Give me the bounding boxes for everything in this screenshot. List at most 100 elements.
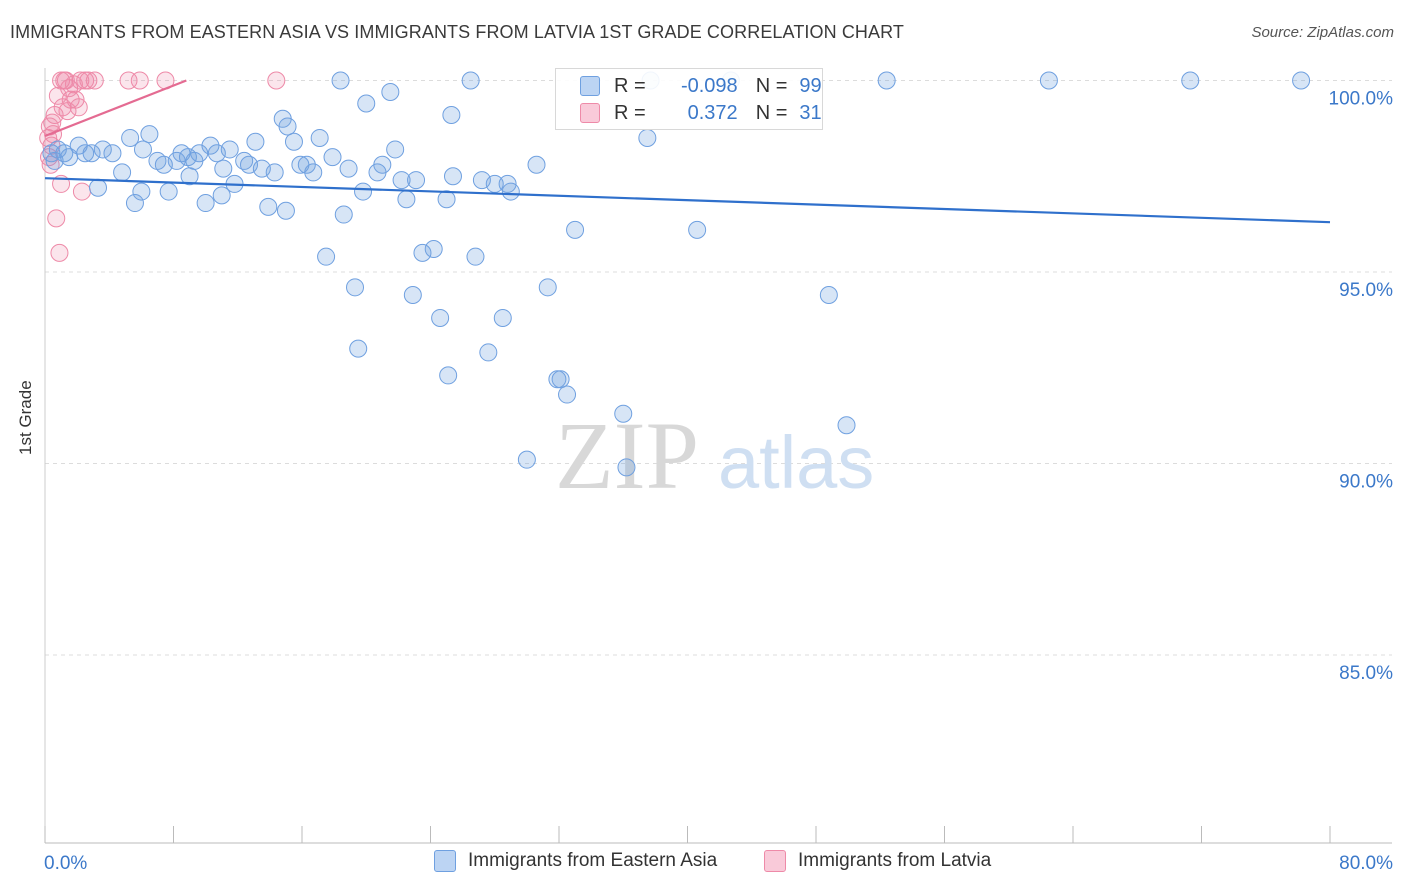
eastern-asia-point xyxy=(276,201,295,220)
watermark-zip: ZIP xyxy=(555,402,699,509)
bottom-legend-swatch-blue xyxy=(434,850,456,872)
eastern-asia-point xyxy=(617,458,636,477)
bottom-legend-swatch-pink xyxy=(764,850,786,872)
eastern-asia-point xyxy=(121,128,140,147)
latvia-point xyxy=(267,71,286,90)
latvia-point xyxy=(130,71,149,90)
eastern-asia-point xyxy=(125,194,144,213)
eastern-asia-point xyxy=(566,220,585,239)
eastern-asia-point xyxy=(304,163,323,182)
eastern-asia-point xyxy=(431,308,450,327)
eastern-asia-point xyxy=(493,308,512,327)
x-tick-labels: 0.0% 80.0% xyxy=(44,853,1393,874)
eastern-asia-point xyxy=(159,182,178,201)
legend-n-value: 99 xyxy=(799,74,822,97)
eastern-asia-point xyxy=(89,178,108,197)
eastern-asia-point xyxy=(310,128,329,147)
axes xyxy=(44,68,1392,844)
eastern-asia-point xyxy=(461,71,480,90)
eastern-asia-point xyxy=(551,370,570,389)
eastern-asia-point xyxy=(140,125,159,144)
bottom-legend-label: Immigrants from Latvia xyxy=(798,850,992,871)
eastern-asia-point xyxy=(397,190,416,209)
eastern-asia-point xyxy=(214,159,233,178)
legend-swatch-pink xyxy=(580,103,600,123)
eastern-asia-point xyxy=(373,155,392,174)
trend-line-latvia xyxy=(44,79,187,138)
legend-n-label: N = xyxy=(755,74,788,97)
eastern-asia-point xyxy=(392,171,411,190)
eastern-asia-point xyxy=(386,140,405,159)
x-tick-label-min: 0.0% xyxy=(44,853,87,874)
chart-title: IMMIGRANTS FROM EASTERN ASIA VS IMMIGRAN… xyxy=(10,22,904,42)
eastern-asia-point xyxy=(485,174,504,193)
bottom-legend-label: Immigrants from Eastern Asia xyxy=(468,850,718,871)
latvia-point xyxy=(79,71,98,90)
bottom-legend-eastern-asia: Immigrants from Eastern Asia xyxy=(434,850,717,872)
eastern-asia-point xyxy=(501,182,520,201)
eastern-asia-point xyxy=(278,117,297,136)
y-axis-label: 1st Grade xyxy=(16,380,35,455)
source-label: Source: ZipAtlas.com xyxy=(1251,24,1394,41)
eastern-asia-point xyxy=(614,404,633,423)
y-tick-label: 100.0% xyxy=(1329,89,1394,110)
eastern-asia-point xyxy=(437,190,456,209)
eastern-asia-point xyxy=(339,159,358,178)
eastern-asia-point xyxy=(349,339,368,358)
latvia-point xyxy=(85,71,104,90)
trend-lines xyxy=(44,79,1331,224)
legend-r-value: 0.372 xyxy=(687,101,738,124)
eastern-asia-point xyxy=(212,186,231,205)
eastern-asia-point xyxy=(93,140,112,159)
eastern-asia-point xyxy=(819,285,838,304)
eastern-asia-point xyxy=(442,105,461,124)
eastern-asia-point xyxy=(45,151,64,170)
eastern-asia-point xyxy=(1039,71,1058,90)
legend-r-label: R = xyxy=(614,74,646,97)
correlation-legend: R = -0.098 N = 99 R = 0.372 N = 31 xyxy=(555,68,823,130)
eastern-asia-point xyxy=(346,278,365,297)
latvia-point xyxy=(58,102,77,121)
eastern-asia-point xyxy=(265,163,284,182)
eastern-asia-point xyxy=(133,140,152,159)
eastern-asia-point xyxy=(1181,71,1200,90)
eastern-asia-point xyxy=(1292,71,1311,90)
eastern-asia-point xyxy=(424,240,443,259)
eastern-asia-point xyxy=(403,285,422,304)
eastern-asia-point xyxy=(688,220,707,239)
eastern-asia-point xyxy=(113,163,132,182)
eastern-asia-point xyxy=(381,82,400,101)
eastern-asia-point xyxy=(284,132,303,151)
eastern-asia-point xyxy=(76,144,95,163)
eastern-asia-point xyxy=(334,205,353,224)
latvia-point xyxy=(43,113,62,132)
eastern-asia-point xyxy=(538,278,557,297)
legend-n-label: N = xyxy=(755,101,788,124)
eastern-asia-point xyxy=(323,148,342,167)
eastern-asia-point xyxy=(132,182,151,201)
eastern-asia-point xyxy=(103,144,122,163)
legend-r-label: R = xyxy=(614,101,646,124)
eastern-asia-point xyxy=(877,71,896,90)
y-tick-label: 90.0% xyxy=(1339,472,1393,493)
eastern-asia-points xyxy=(42,71,1311,477)
latvia-point xyxy=(64,75,83,94)
latvia-points xyxy=(39,71,286,262)
eastern-asia-point xyxy=(297,155,316,174)
eastern-asia-point xyxy=(82,144,101,163)
watermark-atlas: atlas xyxy=(718,421,874,504)
latvia-point xyxy=(72,182,91,201)
y-tick-label: 85.0% xyxy=(1339,663,1393,684)
legend-r-value: -0.098 xyxy=(680,74,738,97)
eastern-asia-point xyxy=(527,155,546,174)
eastern-asia-point xyxy=(196,194,215,213)
trend-line-eastern-asia xyxy=(44,177,1331,224)
eastern-asia-point xyxy=(180,167,199,186)
latvia-point xyxy=(47,209,66,228)
legend-row-eastern-asia: R = -0.098 N = 99 xyxy=(580,73,822,99)
eastern-asia-point xyxy=(246,132,265,151)
eastern-asia-point xyxy=(466,247,485,266)
eastern-asia-point xyxy=(407,171,426,190)
eastern-asia-point xyxy=(331,71,350,90)
